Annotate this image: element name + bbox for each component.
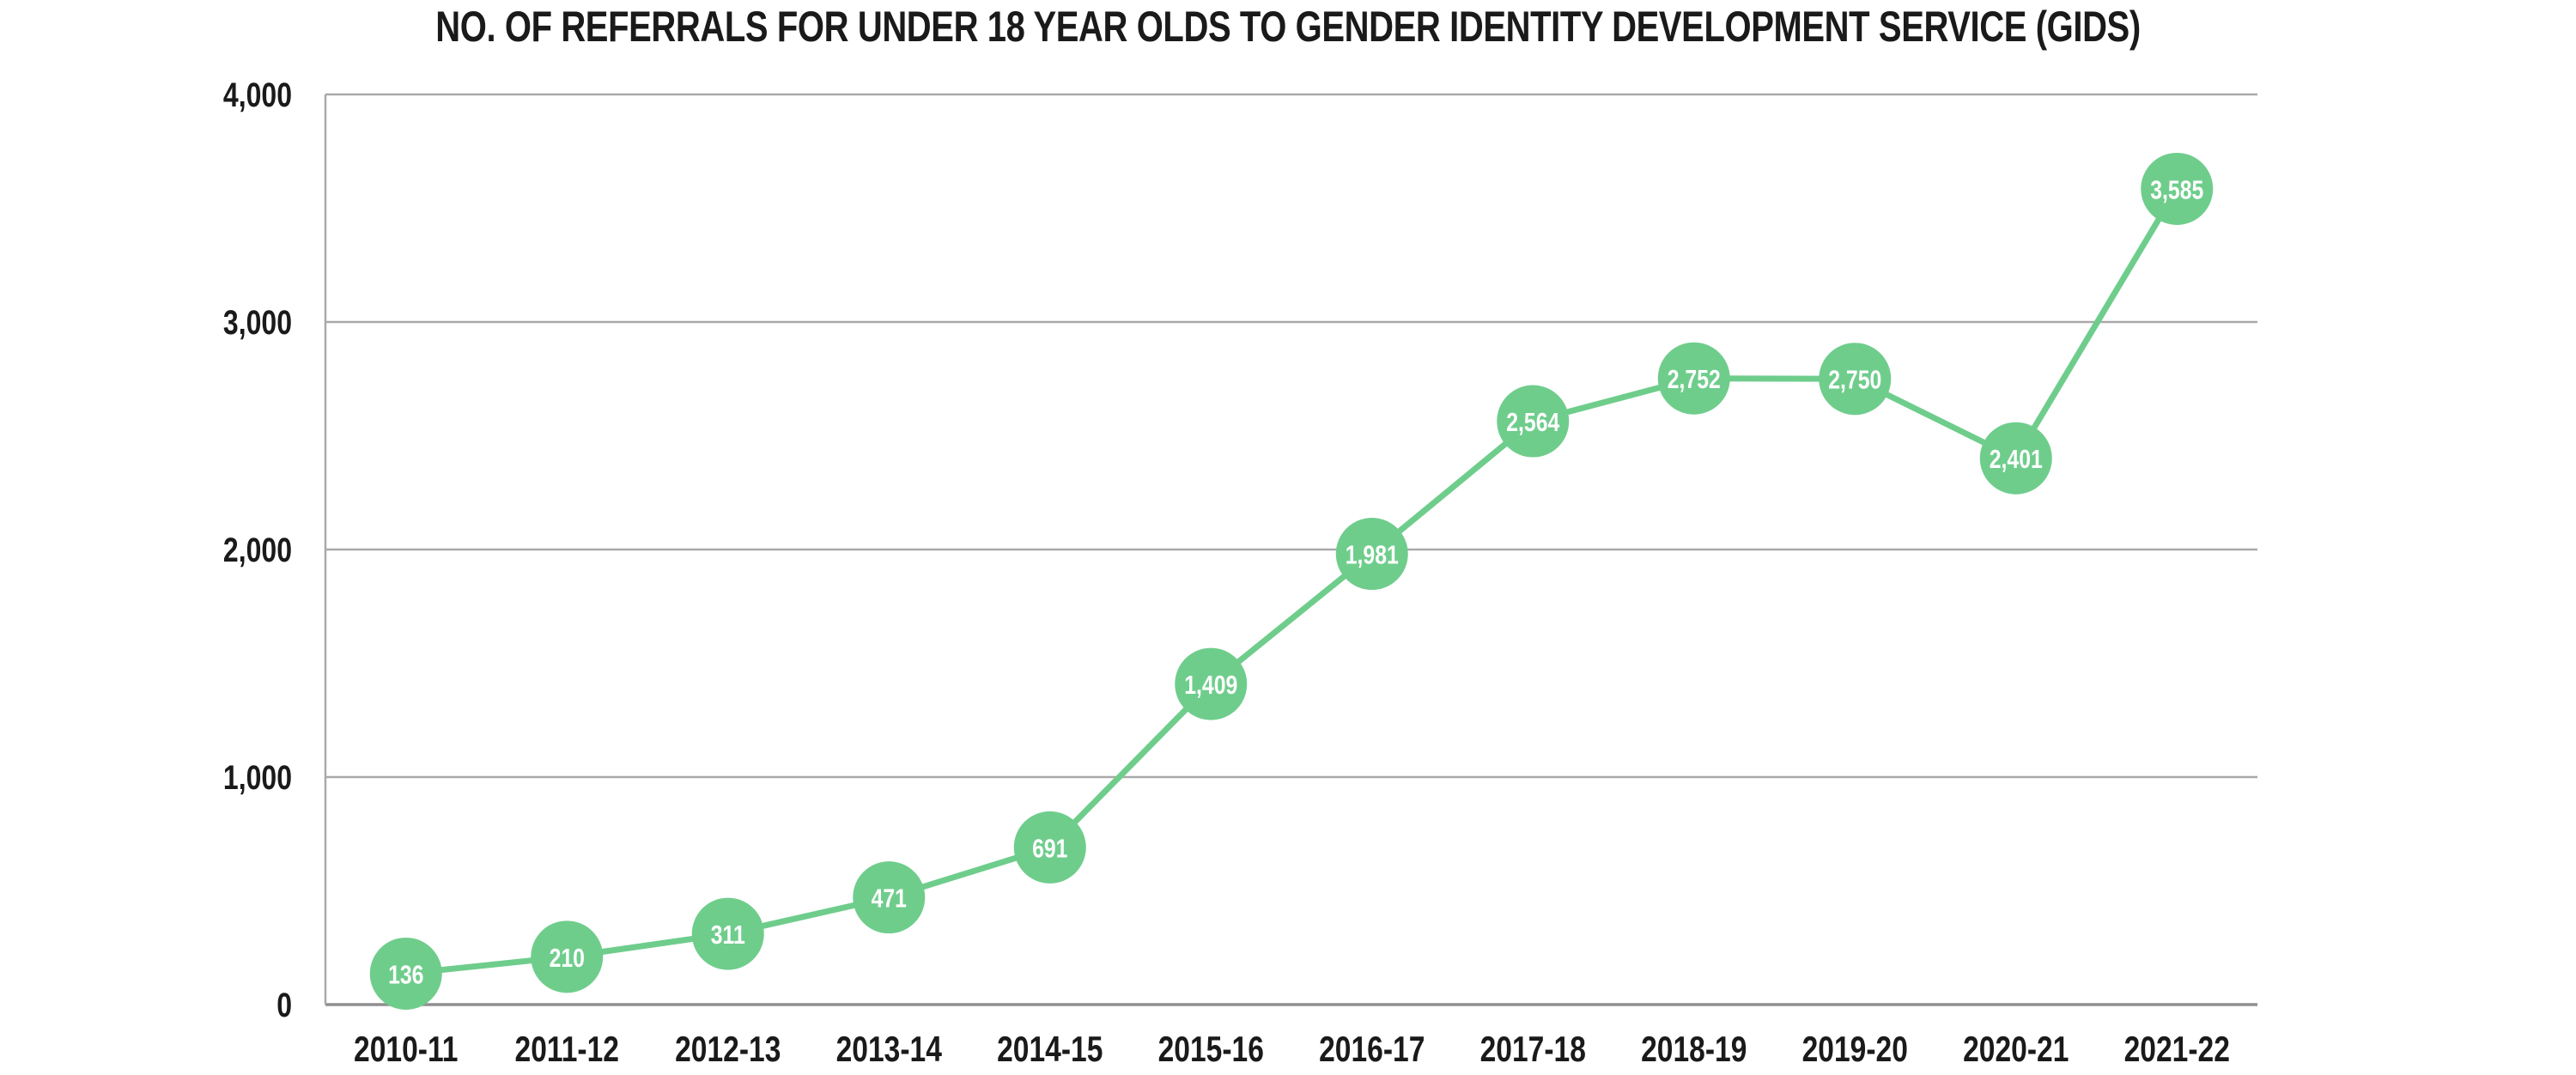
- data-label-2017-18: 2,564: [1506, 407, 1559, 436]
- x-tick-label-2018-19: 2018-19: [1641, 1030, 1747, 1070]
- x-tick-label-2011-12: 2011-12: [515, 1030, 619, 1070]
- data-label-2010-11: 136: [388, 960, 423, 989]
- data-point-2010-11: [369, 937, 442, 1010]
- data-point-2021-22: [2141, 152, 2214, 225]
- x-tick-label-2017-18: 2017-18: [1480, 1030, 1586, 1070]
- data-label-2012-13: 311: [711, 920, 745, 949]
- y-tick-label-0: 0: [276, 985, 292, 1023]
- data-point-2016-17: [1335, 518, 1408, 591]
- x-tick-label-2019-20: 2019-20: [1802, 1030, 1908, 1070]
- data-point-2019-20: [1819, 343, 1892, 416]
- data-label-2011-12: 210: [550, 943, 585, 972]
- data-point-2015-16: [1175, 647, 1248, 720]
- data-point-2017-18: [1497, 385, 1570, 458]
- y-tick-label-4,000: 4,000: [223, 75, 292, 113]
- data-label-2015-16: 1,409: [1184, 670, 1237, 699]
- data-point-2013-14: [853, 861, 926, 934]
- y-tick-label-1,000: 1,000: [223, 757, 292, 796]
- data-label-2014-15: 691: [1032, 834, 1067, 863]
- x-tick-label-2013-14: 2013-14: [836, 1030, 942, 1070]
- chart-title: NO. OF REFERRALS FOR UNDER 18 YEAR OLDS …: [435, 3, 2141, 51]
- x-tick-label-2015-16: 2015-16: [1158, 1030, 1264, 1070]
- data-label-2021-22: 3,585: [2150, 175, 2203, 204]
- x-tick-label-2020-21: 2020-21: [1963, 1030, 2069, 1070]
- data-line: [403, 185, 2180, 977]
- data-point-2011-12: [531, 920, 604, 993]
- data-point-2018-19: [1657, 342, 1730, 415]
- data-label-2018-19: 2,752: [1668, 365, 1721, 394]
- y-tick-label-3,000: 3,000: [223, 302, 292, 341]
- x-tick-label-2010-11: 2010-11: [354, 1030, 458, 1070]
- x-tick-label-2016-17: 2016-17: [1319, 1030, 1425, 1070]
- data-label-2016-17: 1,981: [1346, 540, 1399, 569]
- data-point-2020-21: [1979, 422, 2052, 495]
- data-label-2020-21: 2,401: [1990, 445, 2043, 474]
- data-label-2019-20: 2,750: [1828, 365, 1881, 394]
- data-point-2012-13: [691, 897, 764, 970]
- x-tick-label-2012-13: 2012-13: [675, 1030, 781, 1070]
- data-label-2013-14: 471: [872, 884, 907, 913]
- y-tick-label-2,000: 2,000: [223, 530, 292, 568]
- x-tick-label-2021-22: 2021-22: [2124, 1030, 2230, 1070]
- x-tick-label-2014-15: 2014-15: [997, 1030, 1103, 1070]
- data-point-2014-15: [1013, 811, 1086, 884]
